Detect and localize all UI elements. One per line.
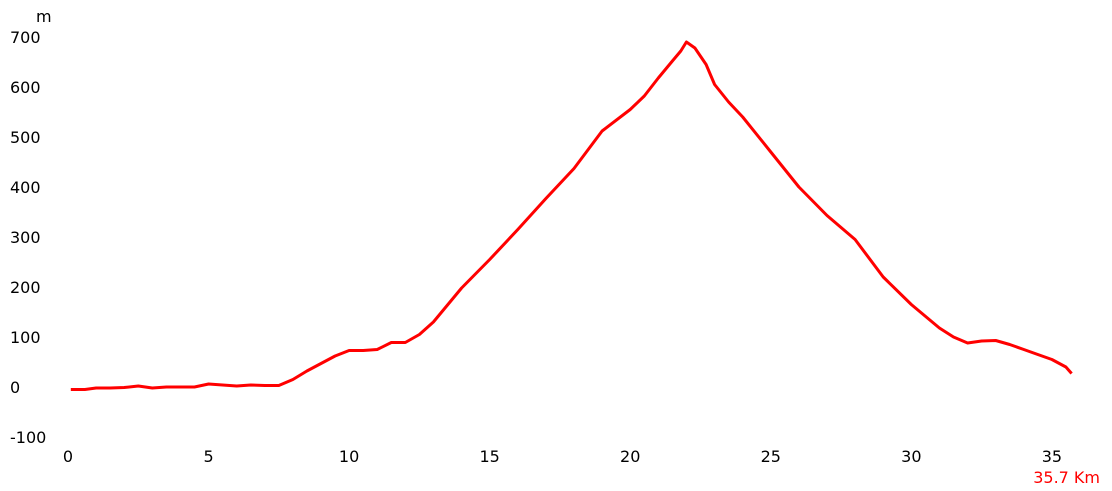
elevation-line (70, 40, 1073, 391)
x-tick-label: 20 (620, 447, 640, 466)
total-distance-label: 35.7 Km (1033, 468, 1100, 487)
y-tick-label: 400 (10, 178, 41, 197)
y-tick-label: 700 (10, 28, 41, 47)
y-tick-label: 200 (10, 278, 41, 297)
x-tick-label: 0 (63, 447, 73, 466)
y-tick-label: -100 (10, 428, 46, 447)
y-tick-label: 0 (10, 378, 20, 397)
x-tick-label: 25 (761, 447, 781, 466)
y-tick-label: 600 (10, 78, 41, 97)
y-tick-label: 500 (10, 128, 41, 147)
x-tick-label: 10 (339, 447, 359, 466)
x-tick-label: 35 (1042, 447, 1062, 466)
plot-area (70, 40, 1073, 391)
x-tick-label: 30 (901, 447, 921, 466)
x-axis-ticks: 0 5 10 15 20 25 30 35 (63, 447, 1062, 466)
y-tick-label: 100 (10, 328, 41, 347)
y-tick-label: 300 (10, 228, 41, 247)
x-tick-label: 5 (203, 447, 213, 466)
y-axis-unit-label: m (36, 7, 52, 26)
x-tick-label: 15 (479, 447, 499, 466)
y-axis-ticks: 700 600 500 400 300 200 100 0 -100 (10, 28, 46, 447)
